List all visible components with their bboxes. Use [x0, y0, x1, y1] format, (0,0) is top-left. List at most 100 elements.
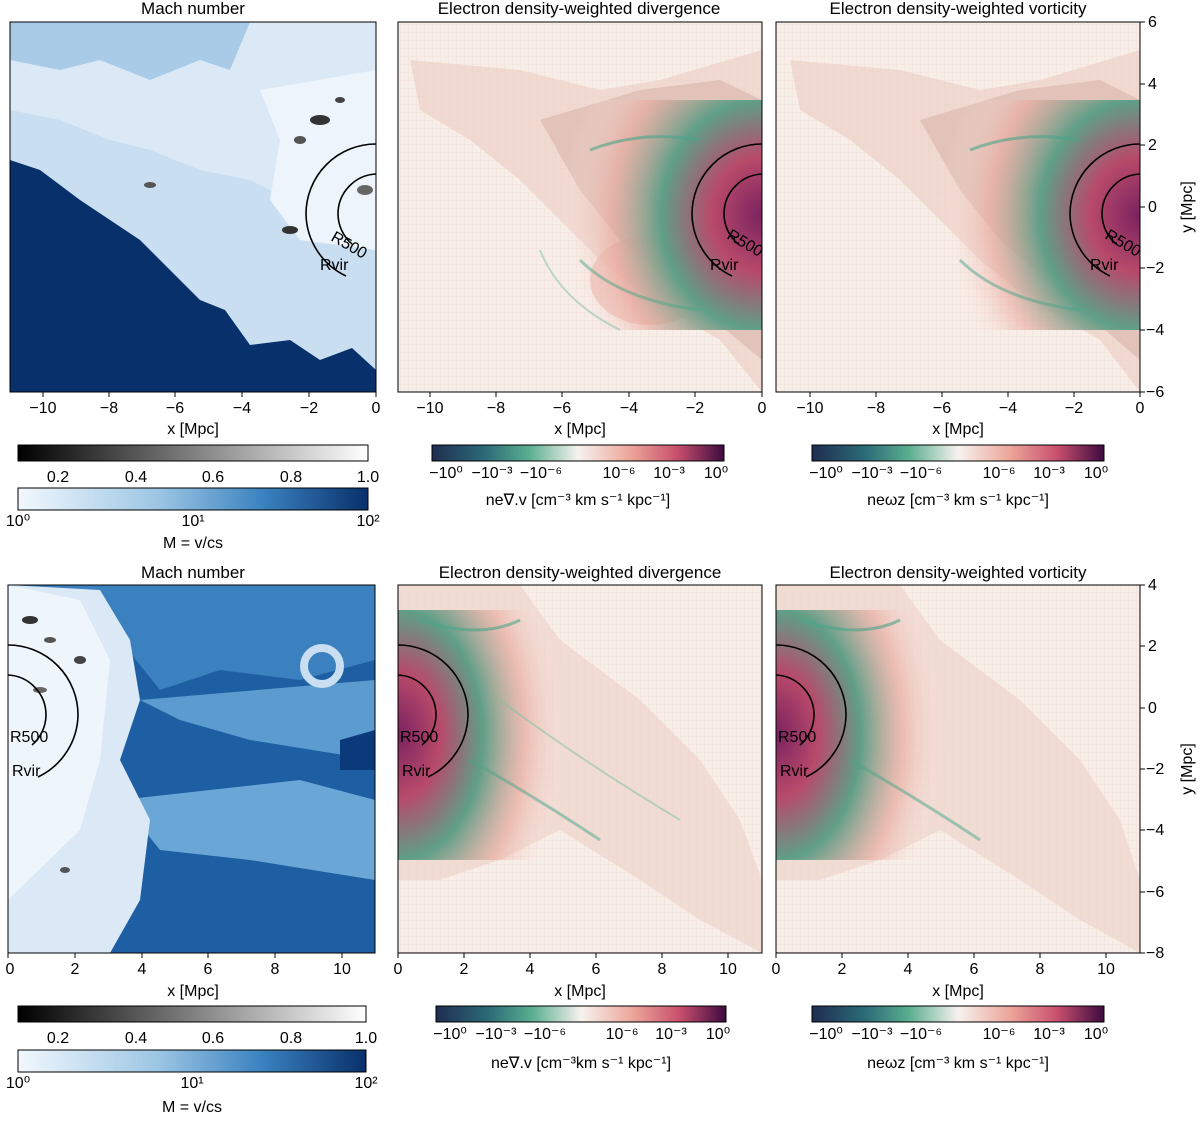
xtick-r1-vort-4: −2	[1065, 400, 1083, 417]
title-r2-mach: Mach number	[141, 563, 245, 582]
xtick-r1-vort-2: −6	[933, 400, 951, 417]
label-rvir-r2-vort: Rvir	[780, 763, 809, 780]
xtick-r2-vort-3: 6	[970, 961, 979, 978]
title-r1-vort: Electron density-weighted vorticity	[829, 0, 1087, 18]
xtick-r1-div-4: −2	[686, 400, 704, 417]
cb-vort-r1-2: −10⁻⁶	[900, 465, 942, 482]
cb-vort-r2-0: −10⁰	[809, 1026, 843, 1043]
ylabel-r2: y [Mpc]	[1179, 743, 1196, 795]
xticks-r2: 0 2 4 6 8 10 0 2 4 6 8 10 0 2 4 6 8 10	[6, 953, 1115, 978]
xtick-r2-div-3: 6	[592, 961, 601, 978]
ytick-r1-1: 4	[1148, 76, 1157, 93]
xtick-r2-div-5: 10	[719, 961, 737, 978]
cb-blue-r1-0: 10⁰	[6, 513, 30, 530]
cb-vort-r1-4: 10⁻³	[1033, 465, 1065, 482]
xtick-r1-vort-0: −10	[796, 400, 823, 417]
xlabel-r2-div: x [Mpc]	[554, 983, 606, 1000]
xticks-r1: −10 −8 −6 −4 −2 0 −10 −8 −6 −4 −2 0 −10 …	[29, 392, 1145, 417]
xtick-r2-div-4: 8	[658, 961, 667, 978]
xtick-r2-div-1: 2	[460, 961, 469, 978]
xlabel-r1-vort: x [Mpc]	[932, 421, 984, 438]
label-rvir-r1-div: Rvir	[710, 257, 739, 274]
cb-vort-r2-3: 10⁻⁶	[983, 1026, 1016, 1043]
cb-div-r1-4: 10⁻³	[653, 465, 685, 482]
xtick-r2-mach-3: 6	[204, 961, 213, 978]
xtick-r2-vort-1: 2	[838, 961, 847, 978]
label-r500-r2-vort: R500	[778, 729, 816, 746]
cb-gray-r1-1: 0.4	[125, 469, 147, 486]
ytick-r1-2: 2	[1148, 137, 1157, 154]
label-rvir-r1-mach: Rvir	[320, 257, 349, 274]
xtick-r2-vort-0: 0	[772, 961, 781, 978]
colorbar-div-r1: −10⁰ −10⁻³ −10⁻⁶ 10⁻⁶ 10⁻³ 10⁰ ne∇.v [cm…	[429, 444, 728, 509]
ytick-r1-4: −2	[1146, 260, 1164, 277]
cb-div-r2-4: 10⁻³	[655, 1026, 687, 1043]
xlabel-r2-mach: x [Mpc]	[167, 983, 219, 1000]
title-r1-mach: Mach number	[141, 0, 245, 18]
ytick-r2-3: −2	[1146, 761, 1164, 778]
label-r500-r2-div: R500	[400, 729, 438, 746]
cb-div-r2-3: 10⁻⁶	[606, 1026, 639, 1043]
cb-mach-label-r1: M = v/cs	[163, 535, 223, 552]
cb-mach-label-r2: M = v/cs	[162, 1099, 222, 1116]
xtick-r2-div-2: 4	[526, 961, 535, 978]
label-rvir-r2-mach: Rvir	[12, 763, 41, 780]
cb-gray-r1-3: 0.8	[280, 469, 302, 486]
xtick-r1-div-3: −4	[620, 400, 638, 417]
xtick-r1-div-5: 0	[758, 400, 767, 417]
xtick-r1-mach-5: 0	[372, 400, 381, 417]
colorbar-div-r2: −10⁰ −10⁻³ −10⁻⁶ 10⁻⁶ 10⁻³ 10⁰ ne∇.v [cm…	[433, 1005, 730, 1072]
xtick-r2-mach-5: 10	[333, 961, 351, 978]
ylabel-r1: y [Mpc]	[1179, 181, 1196, 233]
xtick-r1-vort-1: −8	[867, 400, 885, 417]
xlabel-r1-div: x [Mpc]	[554, 421, 606, 438]
cb-div-r1-1: −10⁻³	[472, 465, 514, 482]
colorbar-gray-r1: 0.2 0.4 0.6 0.8 1.0	[17, 444, 379, 486]
panel-r2-vort: R500 Rvir	[775, 584, 1141, 954]
cb-gray-r1-0: 0.2	[47, 469, 69, 486]
cb-div-r2-5: 10⁰	[706, 1026, 730, 1043]
xtick-r2-vort-5: 10	[1097, 961, 1115, 978]
cb-vort-r2-5: 10⁰	[1084, 1026, 1108, 1043]
cb-gray-r1-2: 0.6	[202, 469, 224, 486]
label-rvir-r2-div: Rvir	[402, 763, 431, 780]
cb-vort-label-r1: neωz [cm⁻³ km s⁻¹ kpc⁻¹]	[867, 492, 1049, 509]
cb-blue-r1-1: 10¹	[181, 513, 204, 530]
ytick-r1-3: 0	[1148, 199, 1157, 216]
cb-gray-r2-0: 0.2	[47, 1030, 69, 1047]
xtick-r2-mach-1: 2	[71, 961, 80, 978]
cb-div-r2-0: −10⁰	[433, 1026, 467, 1043]
xtick-r2-vort-2: 4	[904, 961, 913, 978]
xlabel-r2-vort: x [Mpc]	[932, 983, 984, 1000]
ytick-r1-6: −6	[1146, 384, 1164, 401]
cb-gray-r2-3: 0.8	[280, 1030, 302, 1047]
yticks-r1: 6 4 2 0 −2 −4 −6	[1140, 14, 1164, 401]
title-r2-vort: Electron density-weighted vorticity	[829, 563, 1087, 582]
ytick-r2-6: −8	[1146, 945, 1164, 962]
cb-div-label-r1: ne∇.v [cm⁻³ km s⁻¹ kpc⁻¹]	[486, 492, 671, 509]
panel-r1-vort: R500 Rvir	[775, 21, 1144, 393]
cb-gray-r2-2: 0.6	[202, 1030, 224, 1047]
yticks-r2: 4 2 0 −2 −4 −6 −8	[1140, 577, 1164, 962]
cb-div-r2-1: −10⁻³	[476, 1026, 518, 1043]
panel-r2-div: R500 Rvir	[397, 584, 763, 954]
cb-gray-r2-4: 1.0	[355, 1030, 377, 1047]
cb-vort-r2-2: −10⁻⁶	[900, 1026, 942, 1043]
cb-div-r1-0: −10⁰	[429, 465, 463, 482]
panel-r1-mach: R500 Rvir	[9, 21, 377, 393]
colorbar-blue-r2: 10⁰ 10¹ 10² M = v/cs	[6, 1049, 378, 1116]
xtick-r1-mach-4: −2	[300, 400, 318, 417]
colorbar-blue-r1: 10⁰ 10¹ 10² M = v/cs	[6, 487, 380, 552]
xtick-r2-mach-0: 0	[6, 961, 15, 978]
cb-vort-r1-3: 10⁻⁶	[983, 465, 1016, 482]
cb-div-r1-3: 10⁻⁶	[603, 465, 636, 482]
cb-vort-r2-1: −10⁻³	[852, 1026, 894, 1043]
cb-vort-r2-4: 10⁻³	[1033, 1026, 1065, 1043]
cb-vort-r1-1: −10⁻³	[852, 465, 894, 482]
ytick-r2-5: −6	[1146, 884, 1164, 901]
title-r1-div: Electron density-weighted divergence	[438, 0, 721, 18]
xtick-r1-div-1: −8	[487, 400, 505, 417]
cb-vort-r1-0: −10⁰	[809, 465, 843, 482]
xtick-r1-mach-0: −10	[29, 400, 56, 417]
